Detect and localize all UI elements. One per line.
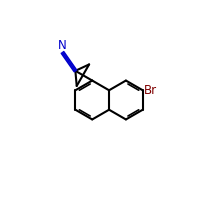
- Text: N: N: [58, 39, 67, 52]
- Text: Br: Br: [144, 84, 157, 97]
